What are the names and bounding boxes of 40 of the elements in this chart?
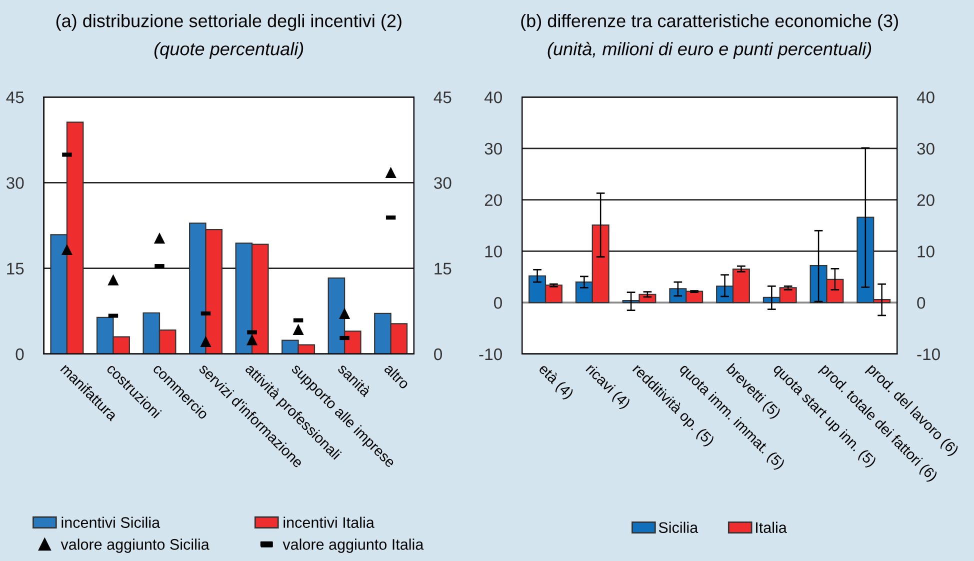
chart-title: (a) distribuzione settoriale degli incentivi (2) — [56, 14, 402, 31]
chart-subtitle: (unità, milioni di euro e punti percentuali) — [548, 42, 872, 59]
legend-label: incentivi Italia — [284, 516, 374, 528]
y2-tick-label: 30 — [434, 177, 452, 189]
legend-label: valore aggiunto Italia — [282, 538, 424, 553]
x-tick-label: età (4) — [536, 362, 575, 402]
y2-tick-label: 45 — [434, 92, 452, 104]
point — [246, 334, 258, 346]
y-tick-label: 20 — [484, 194, 502, 206]
y2-tick-label: 20 — [917, 194, 934, 206]
y2-tick-label: -10 — [917, 348, 940, 360]
point — [108, 274, 119, 286]
y2-tick-label: 30 — [917, 142, 934, 155]
chart-subtitle: (quote percentuali) — [154, 42, 304, 59]
y-tick-label: -10 — [479, 348, 502, 360]
y-tick-label: 0 — [494, 297, 502, 309]
legend-label: valore aggiunto Sicilia — [60, 538, 210, 553]
y2-tick-label: 40 — [916, 91, 934, 104]
y2-tick-label: 15 — [434, 262, 452, 275]
point — [292, 324, 304, 335]
y-tick-label: 15 — [7, 262, 24, 275]
y2-tick-label: 0 — [434, 348, 442, 360]
point — [338, 308, 350, 320]
y-tick-label: 30 — [6, 177, 24, 189]
y2-tick-label: 0 — [917, 297, 926, 309]
y-tick-label: 30 — [484, 142, 502, 155]
y2-tick-label: 10 — [918, 246, 934, 258]
x-tick-label: altro — [384, 362, 410, 390]
y-tick-label: 40 — [484, 91, 502, 104]
point — [61, 244, 73, 256]
y-tick-label: 0 — [16, 348, 24, 360]
y-tick-label: 45 — [6, 92, 24, 104]
point — [200, 336, 212, 347]
legend-label: incentivi Sicilia — [62, 516, 160, 528]
point — [385, 166, 396, 178]
legend-label: Italia — [756, 522, 787, 534]
legend-label: Sicilia — [658, 522, 698, 534]
y-tick-label: 10 — [485, 246, 502, 258]
point — [154, 232, 166, 244]
chart-title: (b) differenze tra caratteristiche economiche (3) — [521, 14, 898, 31]
